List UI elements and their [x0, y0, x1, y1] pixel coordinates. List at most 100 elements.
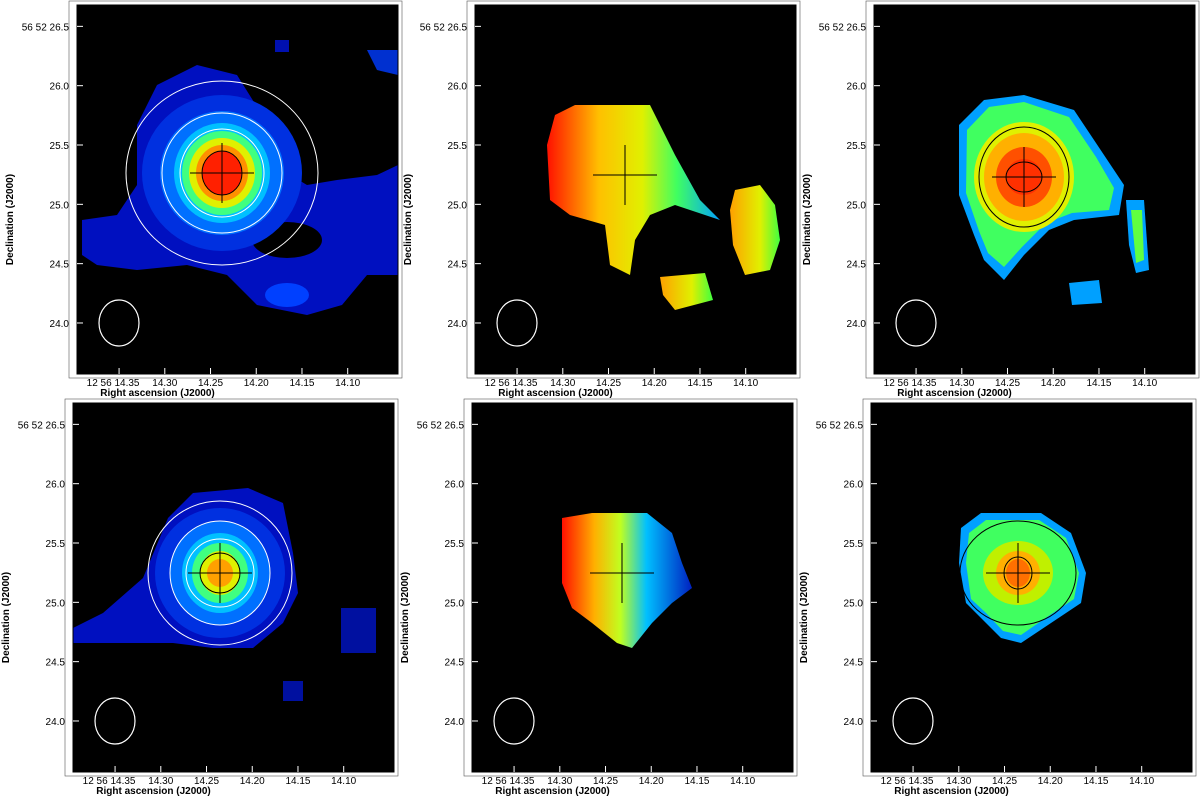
- y-tick-label: 25.5: [445, 539, 465, 550]
- y-tick-label: 56 52 26.5: [417, 420, 465, 431]
- y-tick-label: 26.0: [445, 480, 465, 491]
- y-tick-label: 24.5: [844, 658, 864, 669]
- x-tick-label: 14.20: [244, 378, 269, 389]
- y-tick-label: 26.0: [50, 82, 70, 93]
- x-tick-label: 12 56 14.35: [83, 776, 136, 787]
- emission: [730, 185, 780, 275]
- contour: [179, 128, 265, 218]
- contour: [959, 520, 1077, 626]
- y-tick-label: 24.5: [50, 260, 70, 271]
- contour: [125, 80, 319, 266]
- beam: [496, 299, 538, 347]
- contour: [161, 112, 283, 234]
- x-tick-label: 14.30: [148, 776, 173, 787]
- x-tick-label: 14.30: [550, 378, 575, 389]
- x-tick-label: 14.30: [946, 776, 971, 787]
- y-axis-label: Declination (J2000): [802, 174, 813, 265]
- x-tick-label: 14.15: [684, 776, 709, 787]
- x-tick-label: 14.20: [240, 776, 265, 787]
- x-tick-label: 14.25: [198, 378, 223, 389]
- x-tick-label: 12 56 14.35: [485, 378, 538, 389]
- y-tick-label: 24.0: [445, 717, 465, 728]
- y-axis-label: Declination (J2000): [799, 572, 810, 663]
- beam: [98, 299, 140, 347]
- x-axis-label: Right ascension (J2000): [495, 786, 609, 797]
- x-axis-label: Right ascension (J2000): [100, 388, 214, 399]
- y-tick-label: 26.0: [448, 82, 468, 93]
- x-tick-label: 14.25: [992, 776, 1017, 787]
- y-tick-label: 25.0: [445, 598, 465, 609]
- y-tick-label: 26.0: [847, 82, 867, 93]
- emission: [547, 105, 720, 275]
- x-tick-label: 14.15: [1083, 776, 1108, 787]
- x-tick-label: 14.10: [335, 378, 360, 389]
- contour: [169, 520, 271, 626]
- contour: [147, 500, 293, 646]
- y-tick-label: 25.0: [46, 598, 66, 609]
- outer-frame: [862, 398, 1197, 777]
- y-tick-label: 24.0: [46, 717, 66, 728]
- x-tick-label: 14.25: [596, 378, 621, 389]
- contour: [185, 538, 255, 608]
- x-tick-label: 14.30: [547, 776, 572, 787]
- y-tick-label: 24.0: [448, 319, 468, 330]
- x-tick-label: 14.15: [285, 776, 310, 787]
- x-tick-label: 14.10: [733, 378, 758, 389]
- y-axis-label: Declination (J2000): [1, 572, 12, 663]
- y-tick-label: 25.5: [50, 141, 70, 152]
- y-tick-label: 24.5: [46, 658, 66, 669]
- emission: [562, 513, 692, 648]
- x-tick-label: 14.25: [194, 776, 219, 787]
- y-tick-label: 24.5: [448, 260, 468, 271]
- y-tick-label: 24.0: [847, 319, 867, 330]
- emission: [660, 273, 713, 310]
- emission: [341, 608, 376, 653]
- x-axis-label: Right ascension (J2000): [96, 786, 210, 797]
- x-tick-label: 14.25: [995, 378, 1020, 389]
- y-tick-label: 25.5: [46, 539, 66, 550]
- x-tick-label: 12 56 14.35: [881, 776, 934, 787]
- x-tick-label: 14.10: [730, 776, 755, 787]
- emission: [265, 283, 309, 307]
- x-tick-label: 14.15: [687, 378, 712, 389]
- y-tick-label: 25.5: [847, 141, 867, 152]
- x-tick-label: 14.30: [152, 378, 177, 389]
- emission: [283, 681, 303, 701]
- y-tick-label: 25.0: [50, 200, 70, 211]
- x-tick-label: 14.10: [1132, 378, 1157, 389]
- beam: [892, 697, 934, 745]
- x-tick-label: 14.20: [1041, 378, 1066, 389]
- contour: [978, 126, 1070, 228]
- x-tick-label: 14.25: [593, 776, 618, 787]
- y-tick-label: 56 52 26.5: [18, 420, 66, 431]
- emission: [1069, 280, 1102, 305]
- x-tick-label: 14.20: [639, 776, 664, 787]
- y-tick-label: 26.0: [844, 480, 864, 491]
- x-tick-label: 14.15: [1086, 378, 1111, 389]
- y-tick-label: 25.5: [844, 539, 864, 550]
- y-axis-label: Declination (J2000): [400, 572, 411, 663]
- frame: [76, 4, 399, 375]
- x-axis-label: Right ascension (J2000): [498, 388, 612, 399]
- y-tick-label: 56 52 26.5: [819, 22, 867, 33]
- y-axis-label: Declination (J2000): [5, 174, 16, 265]
- x-axis-label: Right ascension (J2000): [897, 388, 1011, 399]
- frame: [72, 402, 395, 773]
- y-tick-label: 56 52 26.5: [816, 420, 864, 431]
- x-tick-label: 14.20: [642, 378, 667, 389]
- y-tick-label: 25.0: [847, 200, 867, 211]
- outer-frame: [466, 0, 801, 379]
- emission: [367, 50, 398, 75]
- emission: [1131, 210, 1144, 263]
- outer-frame: [64, 398, 399, 777]
- x-tick-label: 12 56 14.35: [87, 378, 140, 389]
- y-tick-label: 56 52 26.5: [420, 22, 468, 33]
- y-tick-label: 25.0: [844, 598, 864, 609]
- image-map: [73, 488, 376, 745]
- outer-frame: [865, 0, 1200, 379]
- image-map: [892, 513, 1086, 745]
- frame: [471, 402, 794, 773]
- image-map: [496, 105, 780, 347]
